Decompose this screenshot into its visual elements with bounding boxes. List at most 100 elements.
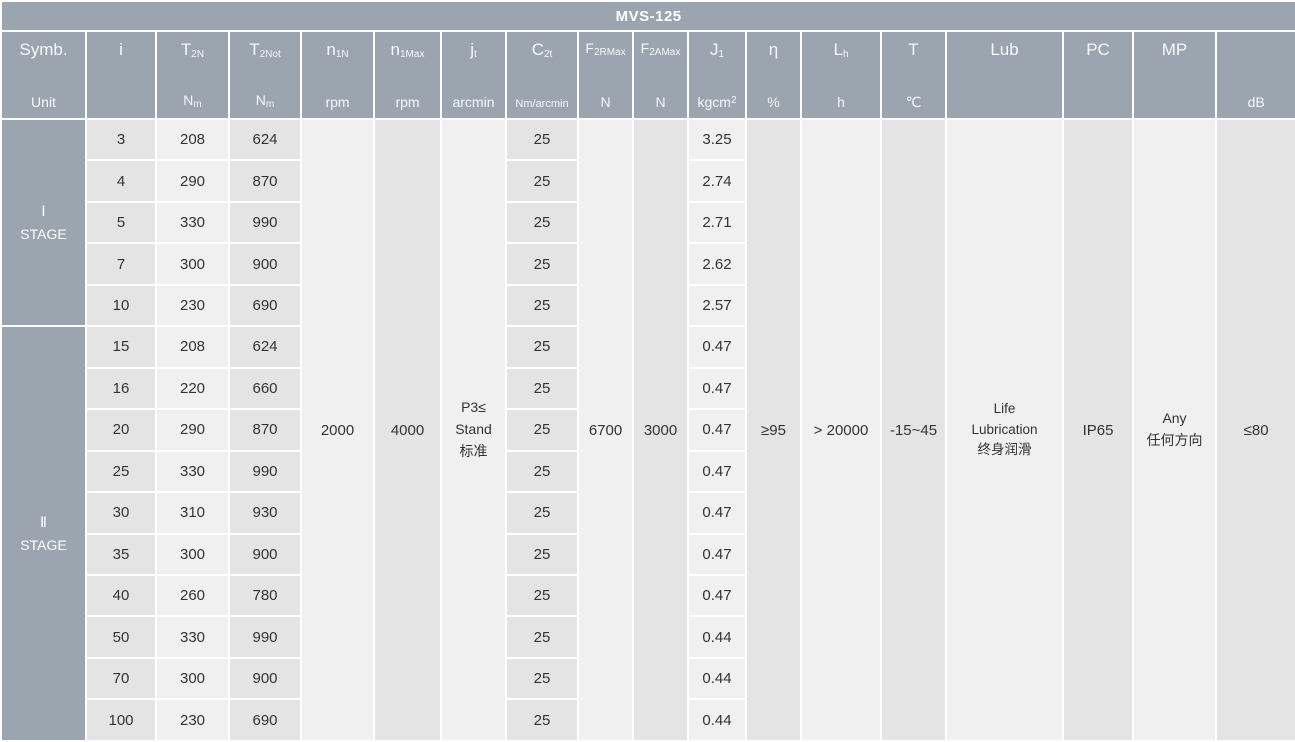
header-row: Symb. Unit i T2N Nm T2Not Nm n1N rpm n1Max rpm jt ar… [2, 32, 1295, 118]
cell-j1: 0.47 [689, 327, 745, 367]
table-row: 25 330 990 25 0.47 [2, 451, 1295, 492]
header-f2rmax: F2RMax N [579, 32, 632, 118]
cell-c2t: 25 [507, 534, 577, 574]
header-i: i [87, 32, 155, 118]
table-row: 20 290 870 25 0.47 [2, 410, 1295, 450]
cell-t2not: 930 [230, 493, 300, 533]
cell-t2n: 230 [157, 285, 228, 326]
table-row: 30 310 930 25 0.47 [2, 493, 1295, 533]
cell-t2not: 690 [230, 700, 300, 740]
cell-c2t: 25 [507, 161, 577, 201]
table-row: 50 330 990 25 0.44 [2, 617, 1295, 657]
cell-i: 40 [87, 575, 155, 616]
cell-i: 16 [87, 368, 155, 409]
merged-f2amax: 3000 [634, 120, 687, 740]
merged-jt: P3≤ Stand 标准 [442, 120, 505, 740]
cell-t2n: 290 [157, 410, 228, 450]
table-row: 40 260 780 25 0.47 [2, 575, 1295, 616]
merged-pc: IP65 [1064, 120, 1132, 740]
cell-t2n: 230 [157, 700, 228, 740]
merged-t: -15~45 [882, 120, 945, 740]
cell-t2n: 330 [157, 451, 228, 492]
cell-c2t: 25 [507, 368, 577, 409]
cell-t2not: 624 [230, 120, 300, 160]
cell-t2not: 990 [230, 451, 300, 492]
cell-i: 7 [87, 244, 155, 284]
cell-i: 15 [87, 327, 155, 367]
merged-eta: ≥95 [747, 120, 800, 740]
cell-i: 20 [87, 410, 155, 450]
cell-i: 25 [87, 451, 155, 492]
header-n1n: n1N rpm [302, 32, 373, 118]
cell-j1: 0.44 [689, 658, 745, 699]
cell-t2not: 660 [230, 368, 300, 409]
cell-c2t: 25 [507, 202, 577, 243]
merged-n1max: 4000 [375, 120, 440, 740]
cell-t2not: 870 [230, 161, 300, 201]
header-symb-unit: Symb. Unit [2, 32, 85, 118]
merged-lh: > 20000 [802, 120, 880, 740]
cell-j1: 0.44 [689, 617, 745, 657]
merged-n1n: 2000 [302, 120, 373, 740]
cell-t2not: 690 [230, 285, 300, 326]
table-row: Ⅰ STAGE 3 208 624 2000 4000 P3≤ Stand 标准 25 6700 300… [2, 120, 1295, 740]
table-row: 5 330 990 25 2.71 [2, 202, 1295, 243]
cell-t2n: 330 [157, 617, 228, 657]
cell-c2t: 25 [507, 658, 577, 699]
cell-t2n: 290 [157, 161, 228, 201]
cell-t2not: 900 [230, 244, 300, 284]
cell-c2t: 25 [507, 451, 577, 492]
header-jt: jt arcmin [442, 32, 505, 118]
header-j1: J1 kgcm2 [689, 32, 745, 118]
header-mp: MP [1134, 32, 1215, 118]
cell-i: 100 [87, 700, 155, 740]
header-pc: PC [1064, 32, 1132, 118]
cell-t2n: 310 [157, 493, 228, 533]
cell-j1: 0.47 [689, 368, 745, 409]
cell-j1: 0.47 [689, 451, 745, 492]
cell-c2t: 25 [507, 327, 577, 367]
header-t: T ℃ [882, 32, 945, 118]
cell-t2n: 300 [157, 658, 228, 699]
cell-i: 5 [87, 202, 155, 243]
table-title: MVS-125 [2, 2, 1295, 30]
merged-lub: Life Lubrication 终身润滑 [947, 120, 1062, 740]
header-c2t: C2t Nm/arcmin [507, 32, 577, 118]
table-body: Ⅰ STAGE 3 208 624 2000 4000 P3≤ Stand 标准 25 6700 300… [2, 120, 1295, 740]
cell-j1: 0.47 [689, 410, 745, 450]
cell-c2t: 25 [507, 285, 577, 326]
cell-t2n: 300 [157, 244, 228, 284]
table-row: 16 220 660 25 0.47 [2, 368, 1295, 409]
cell-j1: 0.44 [689, 700, 745, 740]
header-eta: η% [747, 32, 800, 118]
table-row: 10 230 690 25 2.57 [2, 285, 1295, 326]
cell-i: 30 [87, 493, 155, 533]
table-row: 7 300 900 25 2.62 [2, 244, 1295, 284]
cell-t2n: 220 [157, 368, 228, 409]
merged-mp: Any 任何方向 [1134, 120, 1215, 740]
cell-t2n: 300 [157, 534, 228, 574]
header-t2not: T2Not Nm [230, 32, 300, 118]
header-f2amax: F2AMax N [634, 32, 687, 118]
cell-j1: 2.71 [689, 202, 745, 243]
cell-t2not: 900 [230, 658, 300, 699]
cell-t2not: 780 [230, 575, 300, 616]
cell-j1: 2.62 [689, 244, 745, 284]
cell-c2t: 25 [507, 700, 577, 740]
table-row: 35 300 900 25 0.47 [2, 534, 1295, 574]
cell-t2not: 990 [230, 202, 300, 243]
stage-label-1: Ⅰ STAGE [2, 120, 85, 326]
cell-c2t: 25 [507, 617, 577, 657]
cell-t2not: 870 [230, 410, 300, 450]
cell-t2n: 330 [157, 202, 228, 243]
cell-i: 4 [87, 161, 155, 201]
cell-j1: 2.74 [689, 161, 745, 201]
cell-c2t: 25 [507, 493, 577, 533]
cell-j1: 0.47 [689, 534, 745, 574]
header-n1max: n1Max rpm [375, 32, 440, 118]
cell-i: 3 [87, 120, 155, 160]
header-lub: Lub [947, 32, 1062, 118]
cell-c2t: 25 [507, 120, 577, 160]
table-row: Ⅱ STAGE 15 208 624 25 0.47 [2, 327, 1295, 740]
